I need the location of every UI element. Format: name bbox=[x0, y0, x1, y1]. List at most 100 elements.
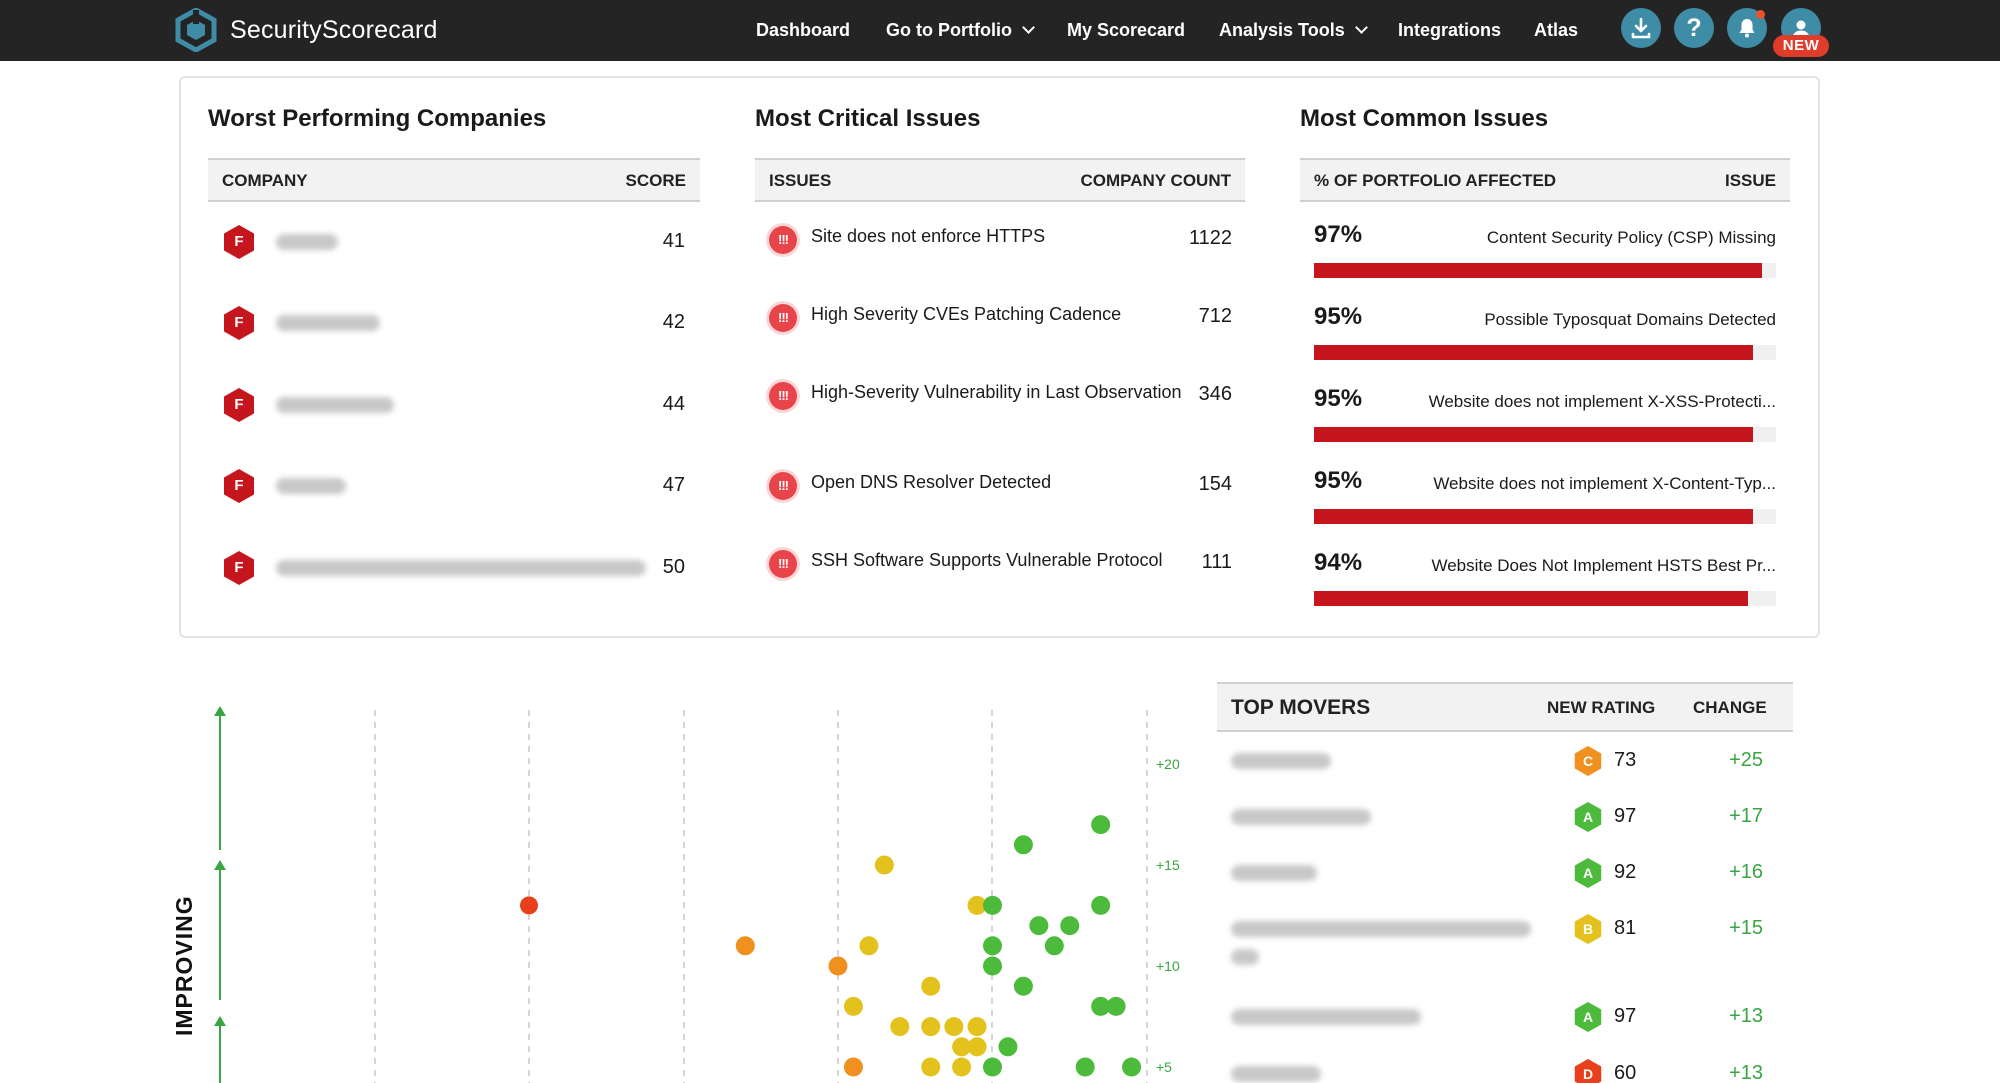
common-issue-link[interactable]: Website Does Not Implement HSTS Best Pr.… bbox=[1431, 556, 1776, 575]
company-name-redacted[interactable] bbox=[276, 397, 394, 413]
company-data-point[interactable] bbox=[921, 976, 941, 996]
nav-integrations[interactable]: Integrations bbox=[1398, 15, 1501, 45]
rating-change-value: +17 bbox=[1729, 805, 1763, 827]
new-badge: NEW bbox=[1773, 35, 1829, 57]
portfolio-affected-bar bbox=[1314, 345, 1776, 360]
nav-my-scorecard[interactable]: My Scorecard bbox=[1067, 15, 1185, 45]
new-rating-value: 60 bbox=[1614, 1062, 1637, 1083]
new-rating-value: 97 bbox=[1614, 1005, 1637, 1027]
grade-badge-icon: F bbox=[222, 224, 256, 260]
critical-issue-link[interactable]: Site does not enforce HTTPS bbox=[811, 226, 1046, 246]
y-tick-label: +5 bbox=[1156, 1059, 1172, 1075]
company-data-point[interactable] bbox=[843, 1057, 863, 1077]
col-issue: ISSUE bbox=[1724, 171, 1776, 190]
company-data-point[interactable] bbox=[983, 936, 1002, 956]
company-data-point[interactable] bbox=[1122, 1057, 1142, 1077]
company-data-point[interactable] bbox=[967, 1037, 987, 1057]
grade-badge-icon: F bbox=[222, 305, 256, 341]
company-name-redacted[interactable] bbox=[276, 315, 380, 331]
company-data-point[interactable] bbox=[1013, 835, 1033, 855]
portfolio-affected-percent: 95% bbox=[1314, 303, 1363, 330]
portfolio-affected-percent: 97% bbox=[1314, 221, 1363, 248]
company-data-point[interactable] bbox=[983, 895, 1002, 915]
company-name-redacted[interactable] bbox=[276, 478, 346, 494]
grade-letter: A bbox=[1582, 1009, 1594, 1025]
nav-atlas[interactable]: Atlas bbox=[1534, 15, 1578, 45]
company-name-redacted[interactable] bbox=[1231, 1009, 1421, 1025]
company-name-redacted[interactable] bbox=[1231, 865, 1317, 881]
company-data-point[interactable] bbox=[983, 1057, 1002, 1077]
company-name-redacted[interactable] bbox=[1231, 809, 1371, 825]
grade-badge-icon: B bbox=[1573, 913, 1603, 945]
critical-issue-link[interactable]: Open DNS Resolver Detected bbox=[811, 472, 1052, 492]
company-name-redacted[interactable] bbox=[1231, 1066, 1321, 1082]
company-data-point[interactable] bbox=[843, 996, 863, 1016]
col-issues: ISSUES bbox=[769, 171, 832, 190]
chevron-down-icon bbox=[1022, 21, 1035, 34]
new-rating-value: 92 bbox=[1614, 861, 1637, 883]
company-name-redacted[interactable] bbox=[276, 234, 338, 250]
company-data-point[interactable] bbox=[1091, 996, 1111, 1016]
company-data-point[interactable] bbox=[1013, 976, 1033, 996]
company-data-point[interactable] bbox=[944, 1017, 964, 1037]
critical-alert-icon: !!! bbox=[769, 472, 797, 500]
portfolio-affected-bar-fill bbox=[1314, 263, 1763, 278]
company-name-redacted[interactable] bbox=[1231, 921, 1531, 937]
company-data-point[interactable] bbox=[921, 1017, 941, 1037]
company-data-point[interactable] bbox=[890, 1017, 910, 1037]
arrow-head-icon bbox=[214, 860, 226, 870]
bell-icon bbox=[1739, 19, 1755, 38]
common-issue-link[interactable]: Website does not implement X-XSS-Protect… bbox=[1428, 392, 1776, 411]
portfolio-affected-bar-fill bbox=[1314, 345, 1753, 360]
col-new-rating: NEW RATING bbox=[1547, 698, 1656, 717]
nav-go-to-portfolio[interactable]: Go to Portfolio bbox=[886, 15, 1035, 45]
company-name-redacted[interactable] bbox=[1231, 949, 1259, 965]
nav-dashboard[interactable]: Dashboard bbox=[756, 15, 850, 45]
critical-issue-link[interactable]: High Severity CVEs Patching Cadence bbox=[811, 304, 1122, 324]
company-data-point[interactable] bbox=[874, 855, 894, 875]
brand-logo[interactable]: SecurityScorecard bbox=[174, 6, 438, 54]
movement-scatter-chart: +20 +15 +10 +5 bbox=[214, 706, 1180, 1083]
nav-analysis-tools[interactable]: Analysis Tools bbox=[1219, 15, 1368, 45]
critical-issue-link[interactable]: SSH Software Supports Vulnerable Protoco… bbox=[811, 550, 1163, 570]
download-icon bbox=[1631, 17, 1651, 39]
common-issue-link[interactable]: Content Security Policy (CSP) Missing bbox=[1486, 228, 1776, 247]
company-data-point[interactable] bbox=[1091, 895, 1111, 915]
chevron-down-icon bbox=[1354, 21, 1368, 34]
notifications-button[interactable] bbox=[1727, 8, 1767, 48]
company-data-point[interactable] bbox=[1075, 1057, 1095, 1077]
download-button[interactable] bbox=[1621, 8, 1661, 48]
col-company: COMPANY bbox=[222, 171, 308, 190]
company-name-redacted[interactable] bbox=[276, 560, 646, 576]
common-issue-link[interactable]: Website does not implement X-Content-Typ… bbox=[1433, 474, 1776, 493]
company-data-point[interactable] bbox=[983, 956, 1002, 976]
company-data-point[interactable] bbox=[952, 1037, 972, 1057]
company-data-point[interactable] bbox=[1044, 936, 1064, 956]
company-data-point[interactable] bbox=[967, 895, 987, 915]
critical-issue-link[interactable]: High-Severity Vulnerability in Last Obse… bbox=[811, 382, 1182, 402]
company-data-point[interactable] bbox=[998, 1037, 1018, 1057]
company-score: 50 bbox=[662, 556, 685, 578]
company-data-point[interactable] bbox=[1060, 916, 1080, 936]
common-issue-link[interactable]: Possible Typosquat Domains Detected bbox=[1484, 310, 1776, 329]
company-count: 346 bbox=[1198, 383, 1232, 405]
company-data-point[interactable] bbox=[735, 936, 755, 956]
company-data-point[interactable] bbox=[828, 956, 848, 976]
help-button[interactable]: ? bbox=[1674, 8, 1714, 48]
company-name-redacted[interactable] bbox=[1231, 753, 1331, 769]
company-data-point[interactable] bbox=[967, 1017, 987, 1037]
critical-alert-icon: !!! bbox=[769, 550, 797, 578]
company-data-point[interactable] bbox=[520, 896, 538, 915]
company-data-point[interactable] bbox=[921, 1057, 941, 1077]
company-data-point[interactable] bbox=[1091, 815, 1111, 835]
col-change: CHANGE bbox=[1693, 698, 1767, 717]
grade-letter: A bbox=[1582, 865, 1594, 881]
company-count: 712 bbox=[1198, 305, 1232, 327]
company-data-point[interactable] bbox=[1106, 996, 1126, 1016]
company-data-point[interactable] bbox=[1029, 916, 1049, 936]
company-data-point[interactable] bbox=[859, 936, 879, 956]
company-data-point[interactable] bbox=[952, 1057, 972, 1077]
portfolio-affected-bar bbox=[1314, 263, 1776, 278]
portfolio-affected-bar-fill bbox=[1314, 427, 1753, 442]
new-rating-value: 97 bbox=[1614, 805, 1637, 827]
